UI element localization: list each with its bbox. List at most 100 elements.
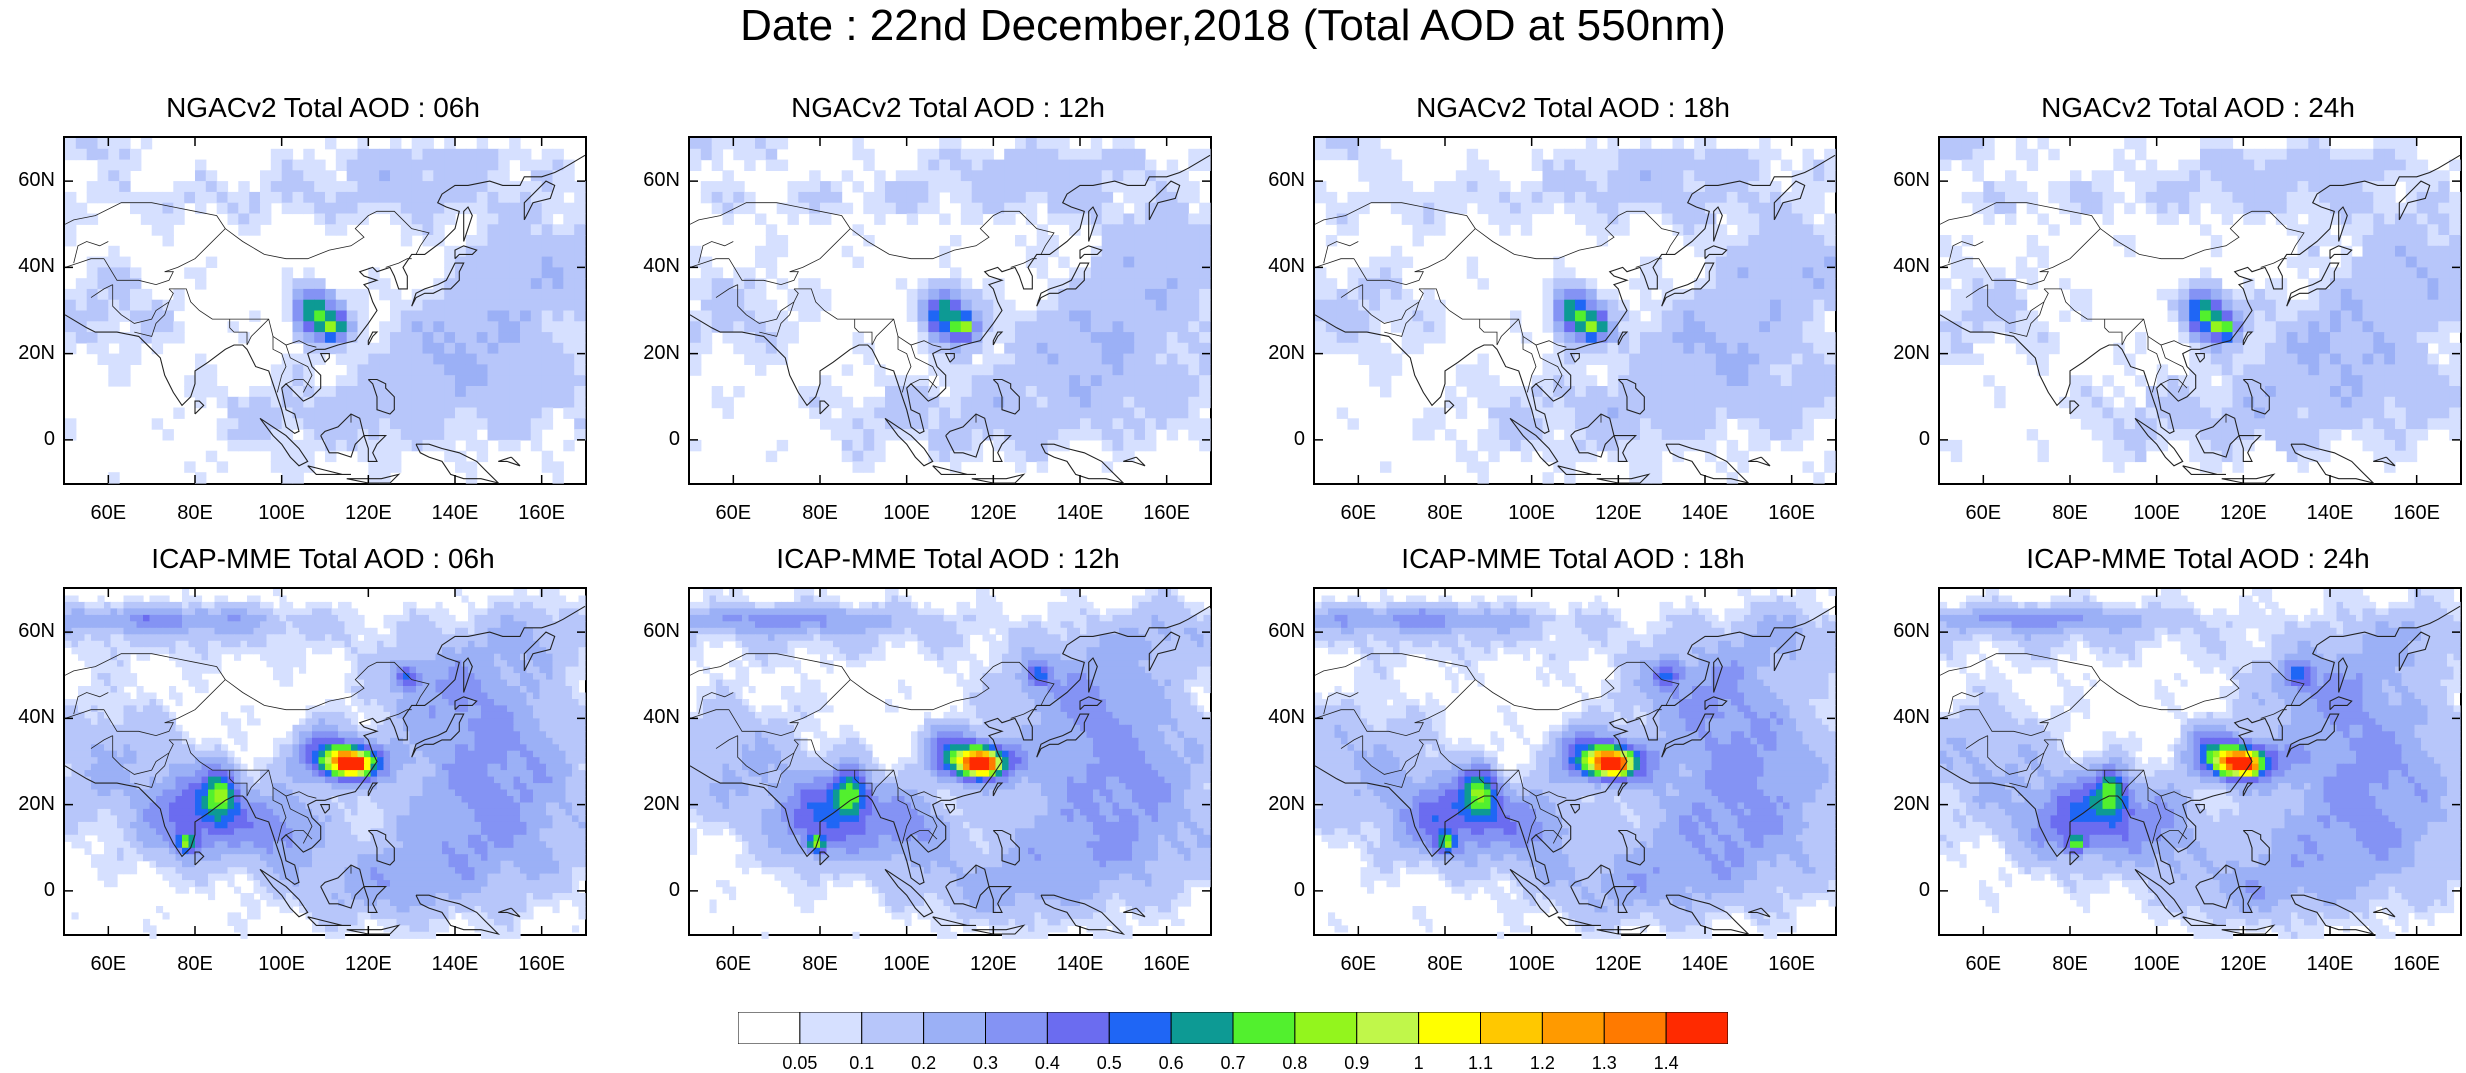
colorbar-label: 0.7 [1208,1054,1258,1072]
lat-label: 20N [1884,794,1930,814]
lon-label: 120E [963,503,1023,523]
lon-label: 80E [790,503,850,523]
aod-field [690,138,1210,483]
colorbar-swatch [862,1012,924,1044]
country-border [1415,211,1679,271]
lon-label: 80E [165,503,225,523]
lon-label: 160E [512,954,572,974]
figure-title: Date : 22nd December,2018 (Total AOD at … [0,4,2466,48]
lon-label: 100E [2127,503,2187,523]
lon-label: 80E [1415,503,1475,523]
lon-label: 100E [252,503,312,523]
lat-label: 0 [634,429,680,449]
lon-label: 100E [877,954,937,974]
colorbar-swatch [1047,1012,1109,1044]
ngac-map-panel [1938,136,2462,485]
colorbar-swatch [1481,1012,1543,1044]
aod-field [1940,589,2460,934]
colorbar-swatch [800,1012,862,1044]
lat-label: 20N [1259,794,1305,814]
panel-title: NGACv2 Total AOD : 18h [1313,94,1833,122]
lat-label: 60N [9,621,55,641]
colorbar-label: 0.2 [899,1054,949,1072]
colorbar-label: 0.6 [1146,1054,1196,1072]
coastline [2222,474,2274,483]
colorbar-label: 0.4 [1022,1054,1072,1072]
aod-field [690,589,1210,934]
aod-field [1315,589,1835,934]
colorbar-label: 1.1 [1456,1054,1506,1072]
icap-map-panel [63,587,587,936]
colorbar [738,1012,1728,1044]
lat-label: 60N [1259,170,1305,190]
lon-label: 140E [425,954,485,974]
colorbar-swatch [1109,1012,1171,1044]
colorbar-swatch [1295,1012,1357,1044]
colorbar-label: 1.3 [1579,1054,1629,1072]
lon-label: 100E [1502,954,1562,974]
lat-label: 20N [1259,343,1305,363]
colorbar-label: 0.5 [1084,1054,1134,1072]
lon-label: 60E [703,503,763,523]
lat-label: 60N [9,170,55,190]
lon-label: 80E [2040,954,2100,974]
ngac-map-panel [1313,136,1837,485]
lat-label: 0 [1259,880,1305,900]
lon-label: 80E [790,954,850,974]
coastline [1748,457,1770,466]
lon-label: 100E [1502,503,1562,523]
icap-map-panel [688,587,1212,936]
lon-label: 120E [338,503,398,523]
colorbar-label: 1.4 [1641,1054,1691,1072]
lon-label: 100E [2127,954,2187,974]
panel-title: NGACv2 Total AOD : 06h [63,94,583,122]
lon-label: 140E [1050,503,1110,523]
lon-label: 80E [165,954,225,974]
lon-label: 140E [1050,954,1110,974]
aod-field [1940,138,2460,483]
lon-label: 60E [703,954,763,974]
lon-label: 120E [2213,954,2273,974]
colorbar-swatch [1666,1012,1728,1044]
lat-label: 20N [9,794,55,814]
lon-label: 60E [1328,954,1388,974]
lon-label: 120E [1588,954,1648,974]
lat-label: 0 [1884,880,1930,900]
coastline [972,474,1024,483]
aod-field [65,589,585,934]
colorbar-swatch [1233,1012,1295,1044]
panel-title: ICAP-MME Total AOD : 24h [1938,545,2458,573]
lat-label: 0 [1884,429,1930,449]
lon-label: 140E [2300,503,2360,523]
colorbar-swatches [738,1012,1728,1044]
icap-map-panel [1313,587,1837,936]
lon-label: 120E [2213,503,2273,523]
lat-label: 60N [1884,170,1930,190]
lon-label: 60E [1328,503,1388,523]
lon-label: 160E [2387,503,2447,523]
lat-label: 40N [9,256,55,276]
aod-field [65,138,585,483]
icap-map-panel [1938,587,2462,936]
colorbar-swatch [1171,1012,1233,1044]
lon-label: 160E [1137,954,1197,974]
lat-label: 0 [1259,429,1305,449]
lat-label: 20N [9,343,55,363]
lon-label: 120E [1588,503,1648,523]
lon-label: 160E [512,503,572,523]
lon-label: 60E [1953,954,2013,974]
panel-title: ICAP-MME Total AOD : 12h [688,545,1208,573]
ngac-map-panel [688,136,1212,485]
lat-label: 20N [634,794,680,814]
lon-label: 140E [1675,503,1735,523]
lon-label: 60E [1953,503,2013,523]
colorbar-swatch [1357,1012,1419,1044]
colorbar-label: 0.05 [775,1054,825,1072]
lon-label: 160E [2387,954,2447,974]
colorbar-swatch [986,1012,1048,1044]
aod-field [1315,138,1835,483]
lon-label: 80E [2040,503,2100,523]
colorbar-label: 1.2 [1517,1054,1567,1072]
lat-label: 20N [1884,343,1930,363]
lat-label: 0 [634,880,680,900]
